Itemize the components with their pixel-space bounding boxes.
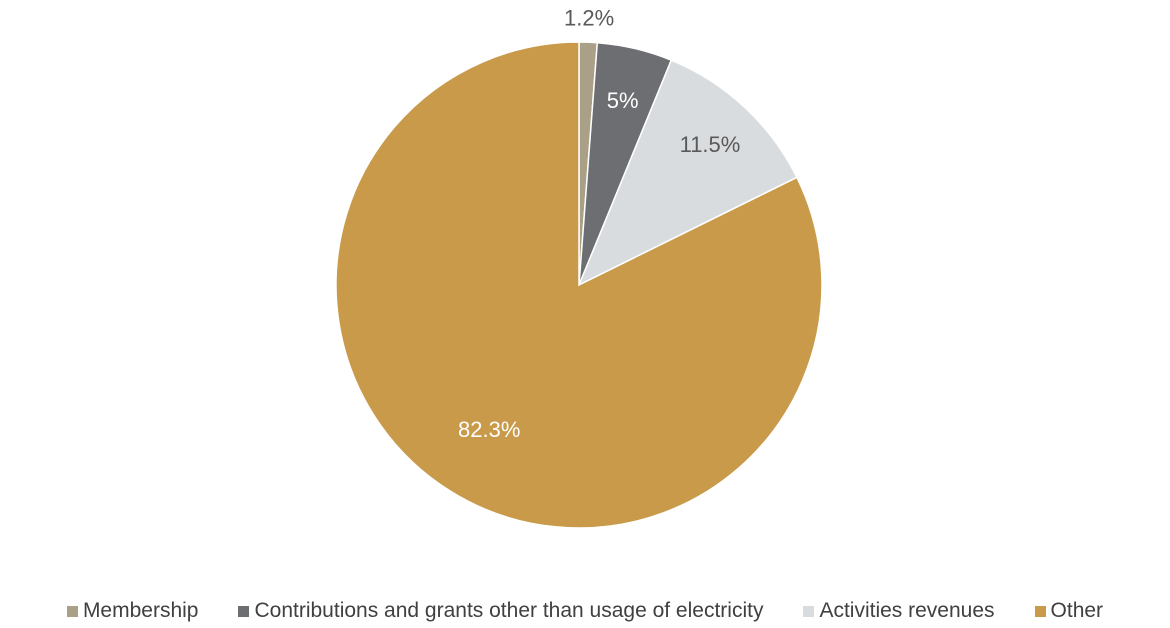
data-label-membership: 1.2%	[564, 5, 614, 30]
legend-item-other: Other	[1034, 599, 1104, 623]
legend: Membership Contributions and grants othe…	[0, 596, 1170, 626]
data-label-activities-revenues: 11.5%	[680, 132, 741, 157]
legend-label-activities-revenues: Activities revenues	[819, 599, 995, 622]
data-label-contributions-and-grants-other-than-usage-of-electricity: 5%	[607, 88, 639, 113]
legend-label-membership: Membership	[82, 599, 199, 622]
legend-swatch-membership	[66, 605, 78, 617]
pie-slices	[335, 41, 823, 529]
legend-item-membership: Membership	[66, 599, 199, 623]
legend-swatch-contributions	[238, 605, 250, 617]
legend-swatch-other	[1034, 605, 1046, 617]
legend-item-contributions: Contributions and grants other than usag…	[238, 599, 763, 623]
pie-data-labels: 1.2% 5% 11.5% 82.3%	[458, 5, 740, 442]
data-label-other: 82.3%	[458, 417, 520, 442]
pie-slice-activities-revenues	[577, 59, 798, 287]
legend-swatch-activities-revenues	[803, 605, 815, 617]
legend-label-other: Other	[1050, 599, 1104, 622]
legend-item-activities-revenues: Activities revenues	[803, 599, 995, 623]
legend-label-contributions: Contributions and grants other than usag…	[254, 599, 764, 622]
pie-slice-other	[335, 41, 823, 529]
